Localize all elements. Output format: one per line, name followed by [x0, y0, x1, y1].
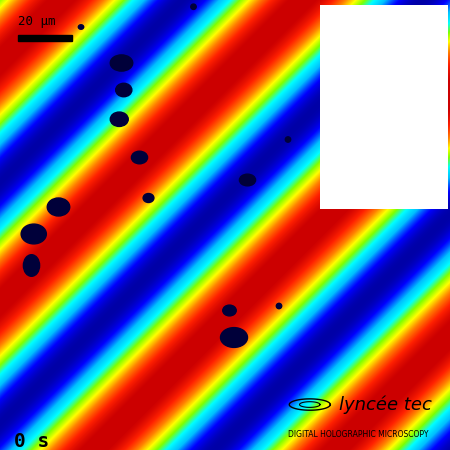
Text: 20 μm: 20 μm [18, 15, 55, 28]
Ellipse shape [78, 25, 84, 29]
Ellipse shape [239, 174, 256, 186]
Bar [18, 35, 72, 40]
Ellipse shape [110, 112, 128, 126]
Ellipse shape [47, 198, 70, 216]
Ellipse shape [23, 255, 40, 276]
Ellipse shape [110, 55, 133, 71]
Circle shape [276, 303, 282, 309]
Ellipse shape [220, 328, 248, 347]
Ellipse shape [116, 83, 132, 97]
Text: DIGITAL HOLOGRAPHIC MICROSCOPY: DIGITAL HOLOGRAPHIC MICROSCOPY [288, 430, 428, 439]
Text: 0 s: 0 s [14, 432, 49, 450]
Circle shape [285, 137, 291, 142]
Ellipse shape [143, 194, 154, 202]
Text: lyncée tec: lyncée tec [339, 395, 432, 414]
Circle shape [191, 4, 196, 9]
Ellipse shape [131, 151, 148, 164]
Ellipse shape [21, 224, 46, 244]
Ellipse shape [223, 305, 236, 316]
